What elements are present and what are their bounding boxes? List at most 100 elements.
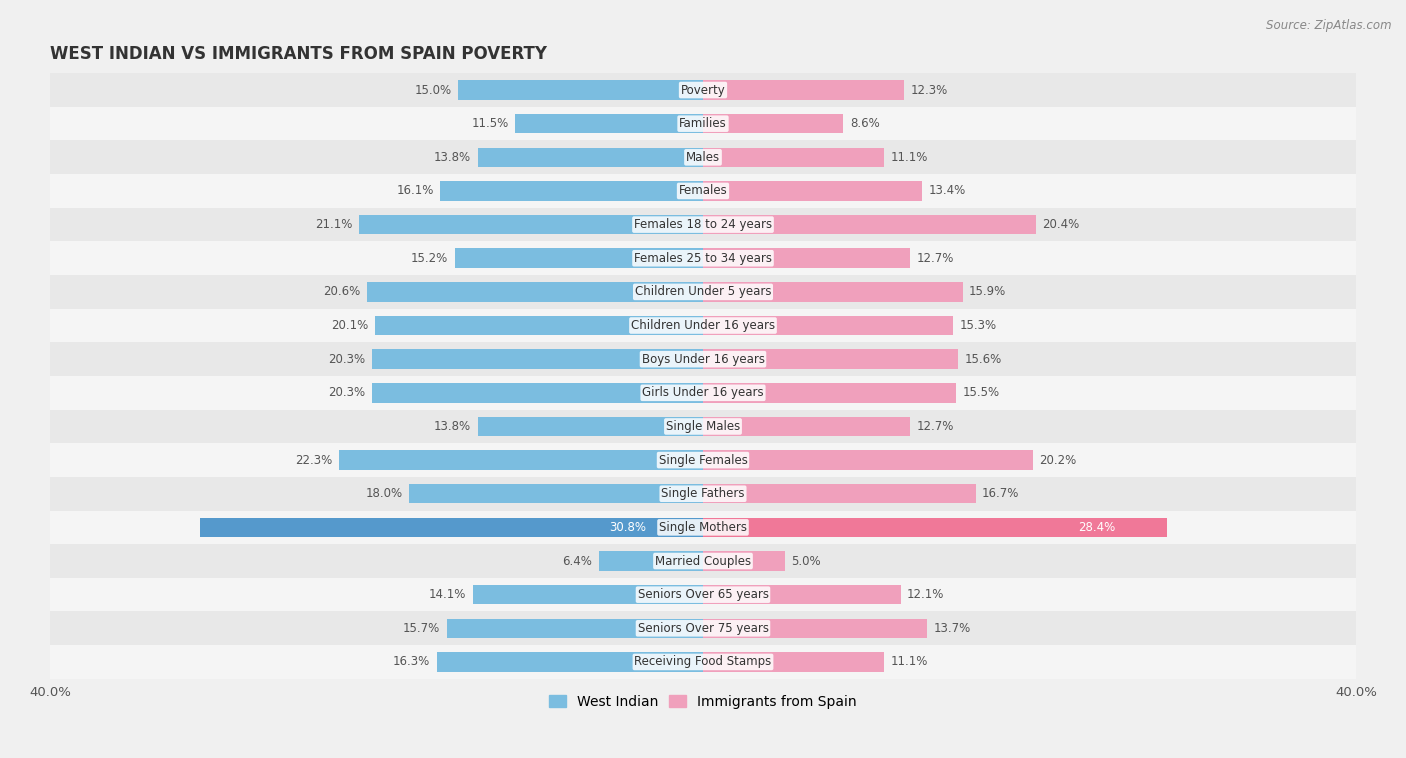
Bar — [703, 114, 844, 133]
Text: Children Under 5 years: Children Under 5 years — [634, 285, 772, 299]
Text: Single Females: Single Females — [658, 453, 748, 467]
Text: 16.3%: 16.3% — [394, 656, 430, 669]
Bar — [703, 383, 956, 402]
Bar — [703, 585, 900, 604]
Text: Females 18 to 24 years: Females 18 to 24 years — [634, 218, 772, 231]
Bar — [359, 215, 703, 234]
Text: 11.1%: 11.1% — [891, 151, 928, 164]
Bar — [440, 181, 703, 201]
Bar — [703, 619, 927, 638]
Bar — [51, 409, 1355, 443]
Text: 12.3%: 12.3% — [910, 83, 948, 96]
Text: 28.4%: 28.4% — [1078, 521, 1116, 534]
Bar — [703, 551, 785, 571]
Bar — [703, 181, 922, 201]
Text: 20.3%: 20.3% — [328, 352, 366, 365]
Text: Single Mothers: Single Mothers — [659, 521, 747, 534]
Text: Single Fathers: Single Fathers — [661, 487, 745, 500]
Bar — [515, 114, 703, 133]
Bar — [703, 450, 1033, 470]
Bar — [51, 376, 1355, 409]
Bar — [51, 645, 1355, 678]
Text: Males: Males — [686, 151, 720, 164]
Text: 30.8%: 30.8% — [609, 521, 647, 534]
Text: 12.7%: 12.7% — [917, 252, 955, 265]
Text: Single Males: Single Males — [666, 420, 740, 433]
Bar — [371, 383, 703, 402]
Bar — [51, 309, 1355, 343]
Legend: West Indian, Immigrants from Spain: West Indian, Immigrants from Spain — [544, 689, 862, 714]
Bar — [703, 652, 884, 672]
Text: Receiving Food Stamps: Receiving Food Stamps — [634, 656, 772, 669]
Text: Married Couples: Married Couples — [655, 555, 751, 568]
Bar — [703, 316, 953, 335]
Text: 13.8%: 13.8% — [434, 151, 471, 164]
Text: 8.6%: 8.6% — [849, 117, 880, 130]
Bar — [51, 241, 1355, 275]
Text: 21.1%: 21.1% — [315, 218, 352, 231]
Text: 15.5%: 15.5% — [963, 387, 1000, 399]
Text: 15.6%: 15.6% — [965, 352, 1001, 365]
Bar — [51, 107, 1355, 140]
Text: Girls Under 16 years: Girls Under 16 years — [643, 387, 763, 399]
Bar — [51, 544, 1355, 578]
Bar — [51, 74, 1355, 107]
Text: WEST INDIAN VS IMMIGRANTS FROM SPAIN POVERTY: WEST INDIAN VS IMMIGRANTS FROM SPAIN POV… — [51, 45, 547, 64]
Text: 6.4%: 6.4% — [562, 555, 592, 568]
Text: 15.3%: 15.3% — [959, 319, 997, 332]
Text: Females: Females — [679, 184, 727, 197]
Text: 18.0%: 18.0% — [366, 487, 402, 500]
Text: 22.3%: 22.3% — [295, 453, 332, 467]
Bar — [51, 578, 1355, 612]
Bar — [703, 282, 963, 302]
Bar — [367, 282, 703, 302]
Bar — [200, 518, 703, 537]
Bar — [703, 349, 957, 369]
Bar — [478, 148, 703, 167]
Text: 13.8%: 13.8% — [434, 420, 471, 433]
Bar — [437, 652, 703, 672]
Text: 5.0%: 5.0% — [792, 555, 821, 568]
Bar — [51, 612, 1355, 645]
Bar — [51, 443, 1355, 477]
Text: 20.1%: 20.1% — [330, 319, 368, 332]
Bar — [456, 249, 703, 268]
Text: Seniors Over 75 years: Seniors Over 75 years — [637, 622, 769, 634]
Bar — [51, 477, 1355, 511]
Bar — [478, 417, 703, 436]
Bar — [703, 518, 1167, 537]
Bar — [447, 619, 703, 638]
Bar — [51, 174, 1355, 208]
Bar — [51, 511, 1355, 544]
Bar — [472, 585, 703, 604]
Text: Families: Families — [679, 117, 727, 130]
Bar — [703, 417, 910, 436]
Text: 13.4%: 13.4% — [928, 184, 966, 197]
Text: 16.1%: 16.1% — [396, 184, 433, 197]
Text: 13.7%: 13.7% — [934, 622, 970, 634]
Text: 12.1%: 12.1% — [907, 588, 945, 601]
Text: 20.3%: 20.3% — [328, 387, 366, 399]
Bar — [703, 215, 1036, 234]
Bar — [51, 208, 1355, 241]
Text: Females 25 to 34 years: Females 25 to 34 years — [634, 252, 772, 265]
Text: 20.2%: 20.2% — [1039, 453, 1077, 467]
Text: 15.2%: 15.2% — [411, 252, 449, 265]
Bar — [51, 140, 1355, 174]
Text: 15.0%: 15.0% — [415, 83, 451, 96]
Text: 14.1%: 14.1% — [429, 588, 467, 601]
Text: 11.5%: 11.5% — [471, 117, 509, 130]
Text: 15.9%: 15.9% — [969, 285, 1007, 299]
Bar — [703, 484, 976, 503]
Text: 11.1%: 11.1% — [891, 656, 928, 669]
Bar — [703, 249, 910, 268]
Text: Poverty: Poverty — [681, 83, 725, 96]
Bar — [458, 80, 703, 100]
Bar — [51, 275, 1355, 309]
Bar — [51, 343, 1355, 376]
Text: Children Under 16 years: Children Under 16 years — [631, 319, 775, 332]
Bar — [599, 551, 703, 571]
Text: 16.7%: 16.7% — [983, 487, 1019, 500]
Text: 15.7%: 15.7% — [404, 622, 440, 634]
Text: 20.4%: 20.4% — [1043, 218, 1080, 231]
